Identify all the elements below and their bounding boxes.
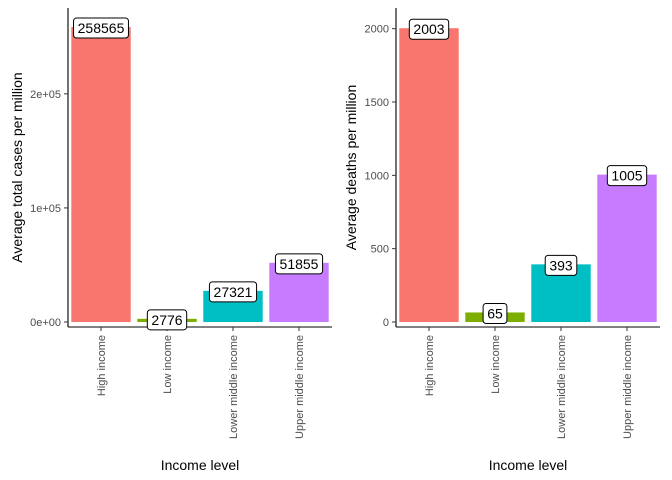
x-tick-label-cases-2: Lower middle income [228, 335, 240, 439]
data-label-cases-3: 51855 [280, 256, 319, 272]
y-tick-label-deaths-3: 1500 [365, 97, 389, 109]
x-axis-title-deaths: Income level [489, 457, 568, 473]
data-label-cases-2: 27321 [214, 284, 253, 300]
data-label-deaths-0: 2003 [413, 21, 444, 37]
bar-cases-0 [71, 27, 131, 322]
x-tick-label-deaths-3: Upper middle income [622, 335, 634, 439]
x-tick-label-cases-0: High income [96, 335, 108, 396]
data-label-box-cases-1 [146, 309, 188, 331]
data-label-cases-1: 2776 [151, 312, 182, 328]
y-tick-label-cases-1: 1e+05 [30, 203, 61, 215]
y-tick-label-deaths-0: 0 [383, 317, 389, 329]
y-tick-label-cases-0: 0e+00 [30, 317, 61, 329]
y-tick-label-cases-2: 2e+05 [30, 89, 61, 101]
y-tick-label-deaths-1: 500 [371, 244, 389, 256]
x-tick-label-cases-1: Low income [162, 335, 174, 394]
data-label-box-cases-0 [73, 17, 129, 39]
data-label-box-deaths-0 [408, 18, 450, 40]
data-label-deaths-1: 65 [487, 305, 503, 321]
data-label-box-cases-2 [208, 281, 258, 303]
data-label-box-deaths-1 [482, 302, 508, 324]
x-tick-label-deaths-2: Lower middle income [556, 335, 568, 439]
data-label-box-cases-3 [274, 253, 324, 275]
x-tick-label-deaths-0: High income [424, 335, 436, 396]
data-label-box-deaths-2 [544, 254, 578, 276]
chart-panel-deaths: 0 500 1000 1500 2000 High income Low income Low… [343, 8, 660, 473]
x-tick-label-deaths-1: Low income [490, 335, 502, 394]
chart-panel-cases: 0e+00 1e+05 2e+05 High income Low income Lowe… [9, 8, 332, 473]
x-axis-title-cases: Income level [161, 457, 240, 473]
bar-deaths-3 [597, 174, 657, 322]
data-label-cases-0: 258565 [78, 20, 125, 36]
y-tick-label-deaths-2: 1000 [365, 170, 389, 182]
x-tick-label-cases-3: Upper middle income [294, 335, 306, 439]
data-label-deaths-2: 393 [549, 257, 573, 273]
bar-deaths-0 [399, 28, 459, 323]
data-label-box-deaths-3 [606, 165, 648, 187]
y-tick-label-deaths-4: 2000 [365, 24, 389, 36]
data-label-deaths-3: 1005 [611, 168, 642, 184]
y-axis-title-deaths: Average deaths per million [343, 85, 359, 251]
y-axis-title-cases: Average total cases per million [9, 72, 25, 262]
